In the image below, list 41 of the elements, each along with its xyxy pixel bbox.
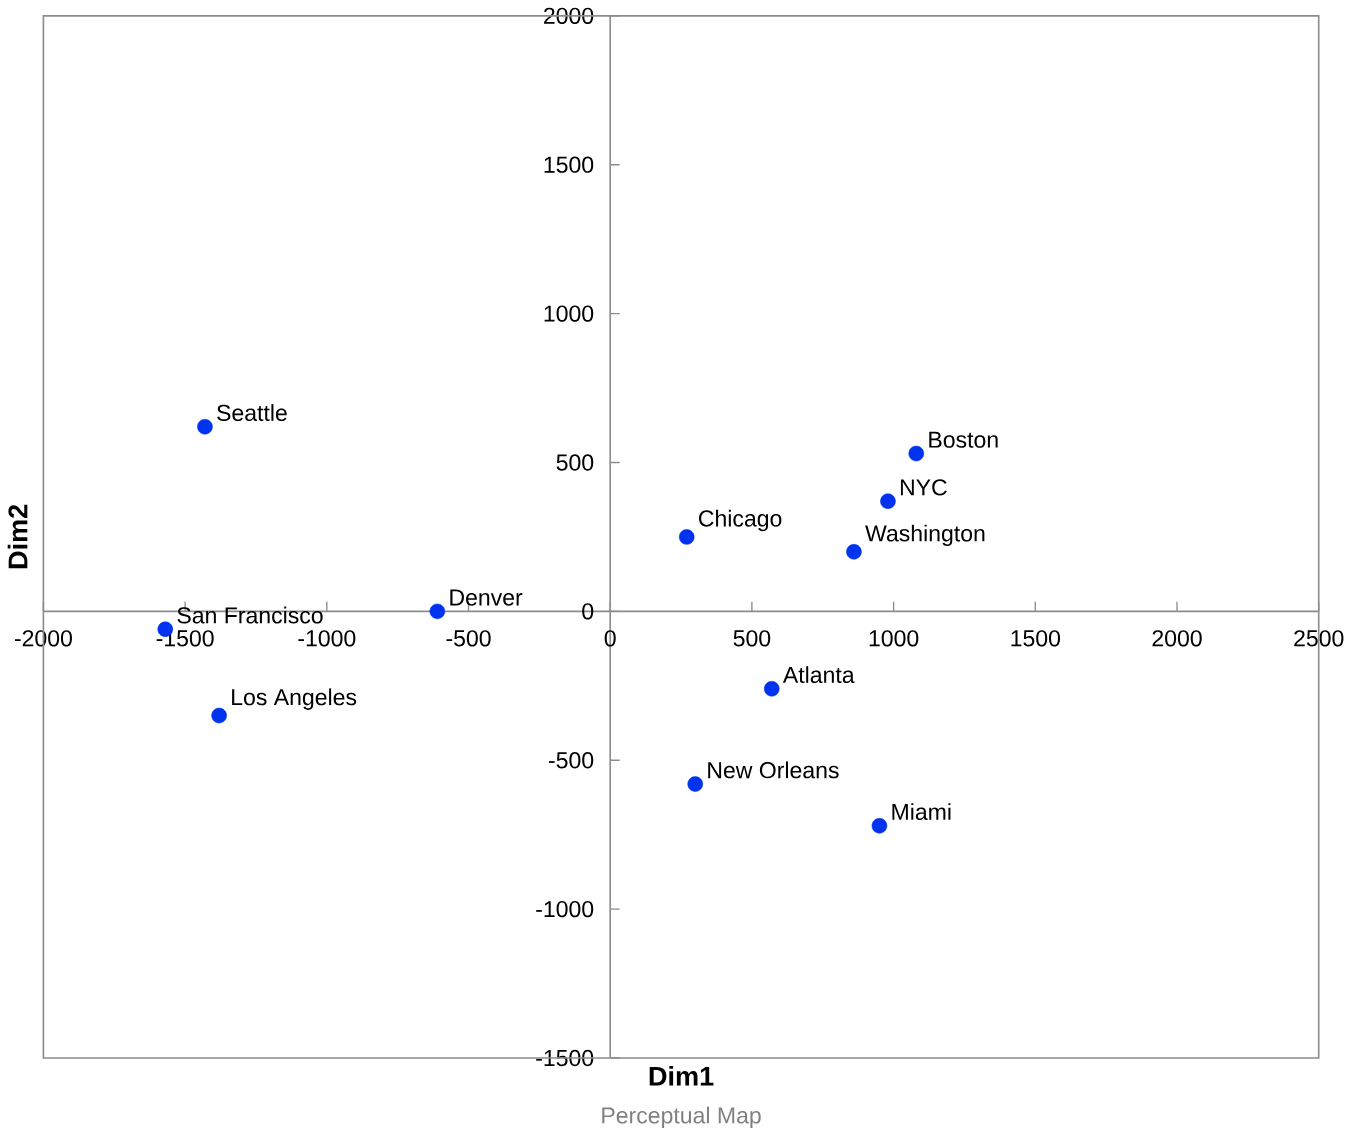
- y-tick-label: -500: [549, 752, 594, 769]
- point: [908, 445, 925, 462]
- annotation: Denver: [450, 589, 523, 606]
- point: [871, 818, 888, 834]
- point: [679, 529, 695, 545]
- point: [429, 603, 446, 620]
- annotation: New Orleans: [708, 761, 839, 779]
- point: [846, 544, 862, 560]
- annotation: Miami: [892, 803, 951, 821]
- point: [880, 493, 896, 510]
- point: [687, 776, 703, 792]
- x-tick-label: -1500: [156, 630, 214, 647]
- x-tick-label: 2000: [1152, 630, 1202, 647]
- y-tick-label: 1500: [544, 156, 594, 173]
- annotation: Washington: [865, 524, 985, 547]
- annotation: Boston: [929, 431, 998, 448]
- x-tick-label: -2000: [14, 630, 72, 647]
- point: [211, 707, 227, 724]
- x-tick-label: -500: [446, 630, 491, 647]
- point: [764, 681, 780, 697]
- y-tick-label: -1000: [536, 901, 594, 918]
- annotation: NYC: [900, 479, 947, 496]
- annotation: San Francisco: [177, 606, 323, 624]
- annotation: Atlanta: [782, 666, 855, 684]
- x-axis-title: Dim1: [649, 1066, 714, 1086]
- annotation: Los Angeles: [232, 688, 357, 710]
- x-tick-label: -1000: [298, 630, 356, 647]
- x-tick-label: 0: [604, 630, 616, 647]
- y-tick-label: -1500: [536, 1049, 594, 1067]
- x-tick-label: 2500: [1294, 630, 1344, 647]
- point: [197, 419, 213, 435]
- x-tick-label: 1500: [1011, 630, 1061, 647]
- x-tick-label: 500: [733, 630, 771, 647]
- y-axis-title: Dim2: [7, 504, 28, 569]
- y-tick-label: 500: [556, 454, 594, 471]
- y-tick-label: 0: [582, 603, 594, 620]
- text: Perceptual Map: [602, 1106, 761, 1129]
- y-tick-label: 1000: [544, 305, 594, 322]
- x-tick-label: 1000: [869, 630, 919, 647]
- annotation: Chicago: [699, 509, 782, 532]
- annotation: Seattle: [217, 404, 287, 422]
